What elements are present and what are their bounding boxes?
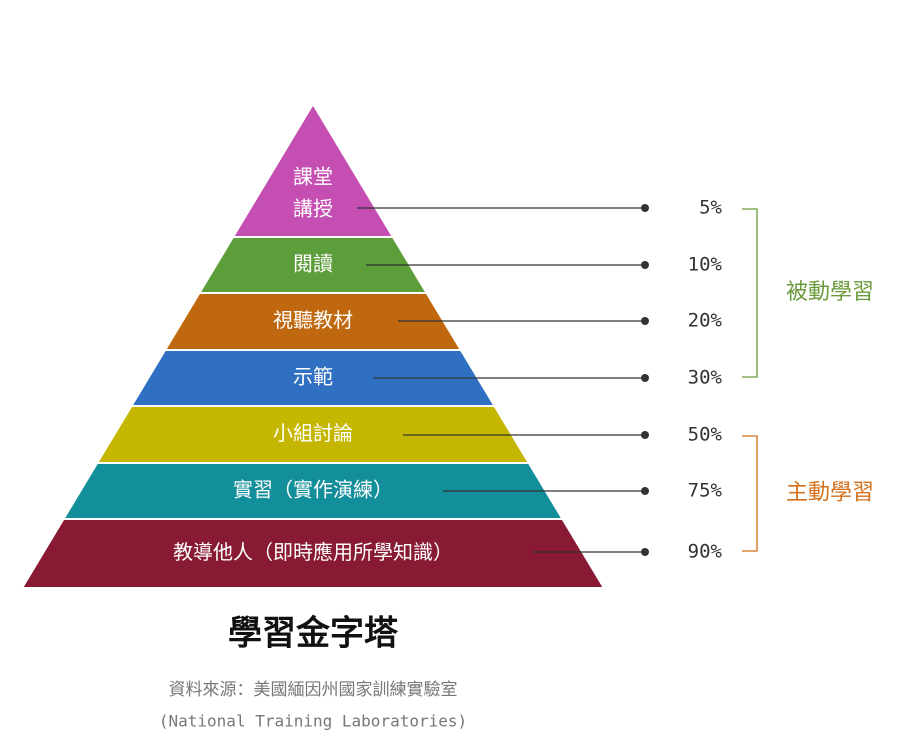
source: 資料來源：美國緬因州國家訓練實驗室: [169, 680, 458, 700]
leader-dot: [641, 317, 649, 325]
percent: 5%: [699, 197, 722, 219]
percent: 10%: [688, 254, 723, 276]
percent: 50%: [688, 424, 723, 446]
pyramid-layer: [20, 518, 606, 589]
percent: 20%: [688, 310, 723, 332]
leader-dot: [641, 374, 649, 382]
bracket: [742, 435, 758, 552]
group-label: 被動學習: [786, 280, 874, 305]
layer-label: 閱讀: [293, 252, 333, 276]
leader-dot: [641, 548, 649, 556]
title: 學習金字塔: [228, 614, 399, 654]
leader-dot: [641, 204, 649, 212]
percent: 30%: [688, 367, 723, 389]
source-en: (National Training Laboratories): [159, 712, 467, 731]
layer-label: 教導他人（即時應用所學知識）: [173, 540, 453, 564]
leader-dot: [641, 261, 649, 269]
percent: 75%: [688, 480, 723, 502]
layer-label: 小組討論: [273, 421, 353, 445]
bracket: [742, 208, 758, 378]
layer-label: 課堂: [293, 165, 333, 189]
layer-label: 實習（實作演練）: [233, 478, 393, 502]
layer-label: 講授: [293, 197, 333, 221]
group-label: 主動學習: [786, 481, 874, 506]
percent: 90%: [688, 541, 723, 563]
leader-dot: [641, 431, 649, 439]
layer-label: 視聽教材: [273, 308, 353, 332]
layer-label: 示範: [293, 365, 333, 389]
leader-dot: [641, 487, 649, 495]
